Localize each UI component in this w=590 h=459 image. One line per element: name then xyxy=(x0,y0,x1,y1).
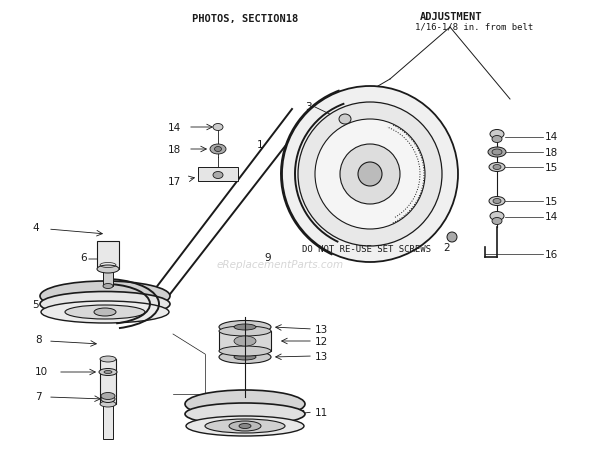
Ellipse shape xyxy=(104,371,112,374)
Text: 15: 15 xyxy=(545,162,558,173)
Ellipse shape xyxy=(101,396,115,403)
Ellipse shape xyxy=(40,281,170,311)
Ellipse shape xyxy=(339,115,351,125)
Ellipse shape xyxy=(97,265,119,274)
Ellipse shape xyxy=(210,145,226,155)
Text: 12: 12 xyxy=(315,336,328,346)
Circle shape xyxy=(298,103,442,246)
Ellipse shape xyxy=(100,356,116,362)
Ellipse shape xyxy=(490,212,504,221)
Text: 16: 16 xyxy=(545,249,558,259)
Ellipse shape xyxy=(101,392,115,400)
Ellipse shape xyxy=(492,150,502,156)
Ellipse shape xyxy=(94,308,116,316)
Ellipse shape xyxy=(219,321,271,334)
Text: 1/16-1/8 in. from belt: 1/16-1/8 in. from belt xyxy=(415,22,533,31)
Text: 7: 7 xyxy=(35,391,42,401)
Ellipse shape xyxy=(213,172,223,179)
Ellipse shape xyxy=(234,336,256,346)
Ellipse shape xyxy=(219,346,271,356)
Circle shape xyxy=(447,233,457,242)
Text: DO NOT RE-USE SET SCREWS: DO NOT RE-USE SET SCREWS xyxy=(302,245,431,254)
Circle shape xyxy=(358,162,382,187)
Text: 3: 3 xyxy=(304,102,312,112)
Ellipse shape xyxy=(215,147,221,152)
Text: 14: 14 xyxy=(545,212,558,222)
Text: 11: 11 xyxy=(315,407,328,417)
Text: 9: 9 xyxy=(265,252,271,263)
Text: 14: 14 xyxy=(168,123,181,133)
Ellipse shape xyxy=(185,390,305,418)
Text: PHOTOS, SECTION18: PHOTOS, SECTION18 xyxy=(192,14,298,24)
Ellipse shape xyxy=(488,148,506,157)
Ellipse shape xyxy=(489,197,505,206)
Bar xyxy=(103,399,113,439)
Text: 13: 13 xyxy=(315,351,328,361)
Text: ADJUSTMENT: ADJUSTMENT xyxy=(420,12,483,22)
Text: 17: 17 xyxy=(168,177,181,187)
Ellipse shape xyxy=(205,419,285,433)
Ellipse shape xyxy=(219,326,271,336)
Ellipse shape xyxy=(103,284,113,289)
Ellipse shape xyxy=(100,401,116,407)
Ellipse shape xyxy=(65,305,145,319)
Text: 18: 18 xyxy=(168,145,181,155)
Ellipse shape xyxy=(234,354,256,360)
Ellipse shape xyxy=(41,302,169,323)
Ellipse shape xyxy=(40,292,170,317)
Text: 15: 15 xyxy=(545,196,558,207)
Ellipse shape xyxy=(490,130,504,139)
Ellipse shape xyxy=(489,163,505,172)
Ellipse shape xyxy=(493,199,501,204)
Circle shape xyxy=(340,145,400,205)
Bar xyxy=(219,331,271,351)
Ellipse shape xyxy=(229,421,261,431)
Text: 5: 5 xyxy=(32,299,38,309)
Text: 4: 4 xyxy=(32,223,38,233)
Ellipse shape xyxy=(185,403,305,425)
Text: 8: 8 xyxy=(35,334,42,344)
Bar xyxy=(97,241,119,269)
Ellipse shape xyxy=(219,351,271,364)
Bar xyxy=(100,359,116,404)
Ellipse shape xyxy=(239,424,251,429)
Text: 18: 18 xyxy=(545,148,558,157)
Circle shape xyxy=(282,87,458,263)
Ellipse shape xyxy=(492,218,502,225)
Circle shape xyxy=(315,120,425,230)
Ellipse shape xyxy=(493,165,501,170)
Ellipse shape xyxy=(213,124,223,131)
Bar xyxy=(103,264,113,286)
Text: 10: 10 xyxy=(35,366,48,376)
Text: 6: 6 xyxy=(80,252,87,263)
Bar xyxy=(198,168,238,182)
Ellipse shape xyxy=(99,369,117,375)
Text: 13: 13 xyxy=(315,325,328,334)
Text: 14: 14 xyxy=(545,132,558,142)
Ellipse shape xyxy=(186,416,304,436)
Text: eReplacementParts.com: eReplacementParts.com xyxy=(217,259,343,269)
Ellipse shape xyxy=(492,136,502,143)
Text: 1: 1 xyxy=(257,140,263,150)
Text: 2: 2 xyxy=(444,242,450,252)
Ellipse shape xyxy=(234,325,256,330)
